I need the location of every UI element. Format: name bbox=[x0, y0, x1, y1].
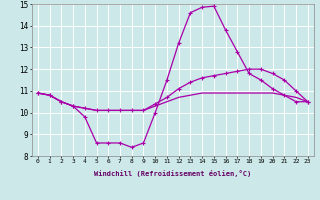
X-axis label: Windchill (Refroidissement éolien,°C): Windchill (Refroidissement éolien,°C) bbox=[94, 170, 252, 177]
